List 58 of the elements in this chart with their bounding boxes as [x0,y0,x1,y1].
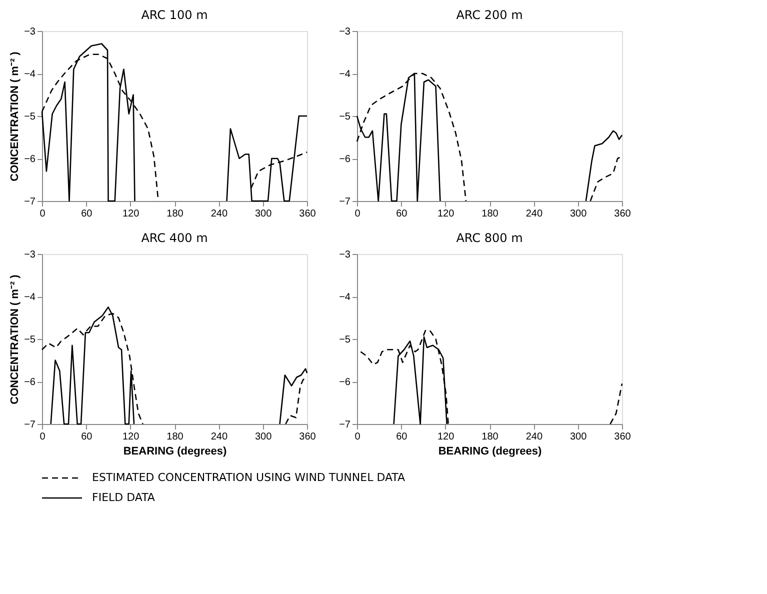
x-tick-label: 120 [437,208,455,220]
y-tick-label: −4 [24,292,36,303]
x-tick-label: 240 [210,432,228,442]
x-tick-label: 0 [354,208,361,220]
y-tick-label: −6 [24,154,36,165]
x-tick-label: 0 [354,432,361,442]
y-tick-label: −3 [24,26,36,38]
x-tick-label: 120 [122,432,140,442]
y-tick-label: −4 [24,69,36,80]
chart-title: ARC 200 m [456,8,523,22]
y-tick-label: −6 [339,154,351,165]
y-tick-label: −4 [339,69,351,80]
x-tick-label: 300 [570,432,588,442]
x-tick-label: 360 [299,208,316,220]
legend-label: FIELD DATA [92,491,156,504]
chart-title: ARC 800 m [456,231,523,245]
y-tick-label: −6 [24,377,36,388]
y-axis-title: CONCENTRATION ( m⁻² ) [9,51,22,182]
x-tick-label: 120 [122,208,140,220]
y-tick-label: −6 [339,377,351,388]
x-tick-label: 360 [614,432,632,442]
y-tick-label: −7 [24,420,36,430]
x-tick-label: 240 [210,208,228,220]
x-tick-label: 300 [254,432,272,442]
y-tick-label: −5 [24,334,36,346]
x-tick-label: 60 [81,432,93,442]
y-tick-label: −7 [339,420,351,430]
legend-label: ESTIMATED CONCENTRATION USING WIND TUNNEL DATA [92,471,406,484]
x-tick-label: 180 [166,208,184,220]
y-tick-label: −5 [24,112,36,122]
y-tick-label: −5 [339,112,351,122]
x-tick-label: 60 [396,432,408,442]
x-tick-label: 180 [482,432,499,442]
x-tick-label: 120 [437,432,455,442]
y-tick-label: −3 [339,250,351,260]
x-tick-label: 0 [40,432,46,442]
x-tick-label: 60 [81,208,93,220]
x-tick-label: 360 [299,432,316,442]
y-axis-title: CONCENTRATION ( m⁻² ) [9,274,22,404]
chart-title: ARC 100 m [141,8,208,22]
y-tick-label: −3 [339,26,351,38]
y-tick-label: −5 [339,334,351,346]
y-tick-label: −7 [339,196,351,208]
x-tick-label: 360 [614,208,632,220]
x-tick-label: 180 [482,208,499,220]
chart-title: ARC 400 m [141,231,208,245]
x-tick-label: 60 [396,208,408,220]
x-tick-label: 300 [570,208,588,220]
x-tick-label: 240 [526,208,543,220]
x-tick-label: 180 [166,432,184,442]
x-axis-title: BEARING (degrees) [123,446,227,458]
y-tick-label: −3 [24,250,36,260]
y-tick-label: −7 [24,196,36,208]
x-axis-title: BEARING (degrees) [438,446,542,458]
x-tick-label: 0 [40,208,46,220]
x-tick-label: 300 [254,208,272,220]
y-tick-label: −4 [339,292,351,303]
x-tick-label: 240 [526,432,543,442]
